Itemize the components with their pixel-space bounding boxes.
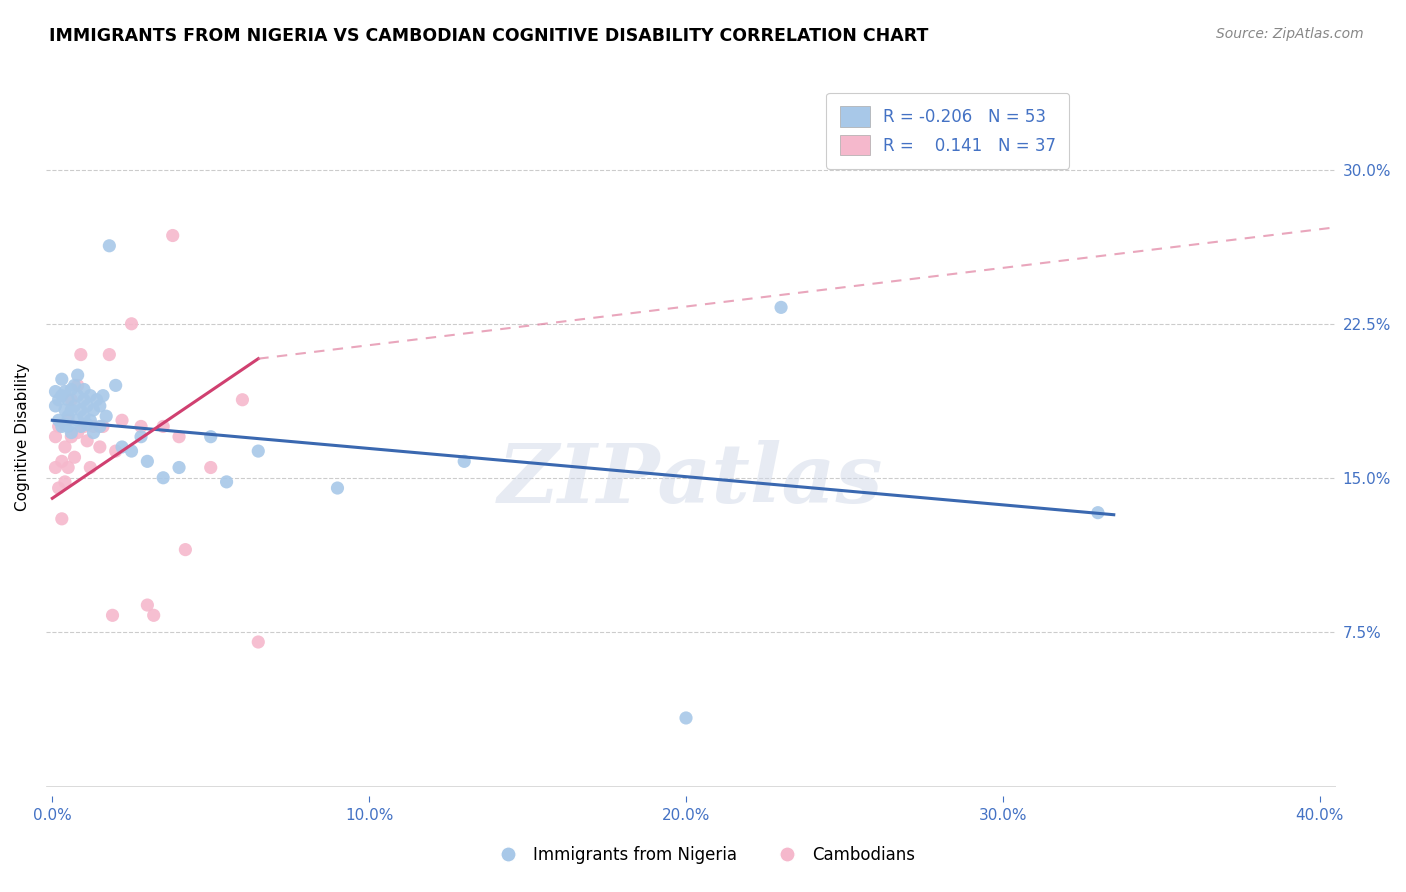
Point [60,383,83,397]
Point [86,392,108,407]
Point [167,430,190,444]
Point [453,454,475,468]
Point [63,399,86,413]
Point [48,413,70,427]
Point [98,239,121,253]
Point [136,598,159,612]
Point [129,430,152,444]
Point [51,512,73,526]
Point [111,440,134,454]
Point [200,430,222,444]
Point [111,413,134,427]
Point [83,403,105,417]
Text: Source: ZipAtlas.com: Source: ZipAtlas.com [1216,27,1364,41]
Point [1087,506,1109,520]
Point [675,711,697,725]
Point [44,384,66,399]
Point [44,399,66,413]
Point [121,317,143,331]
Point [66,389,89,403]
Point [76,417,98,432]
Point [69,348,91,362]
Point [162,228,184,243]
Point [51,454,73,468]
Point [215,475,238,489]
Point [69,419,91,434]
Point [48,392,70,407]
Point [121,444,143,458]
Point [200,460,222,475]
Point [63,378,86,392]
Point [56,413,79,427]
Text: ZIPatlas: ZIPatlas [498,440,883,520]
Point [247,635,270,649]
Point [76,434,98,448]
Point [53,475,76,489]
Point [66,413,89,427]
Legend: R = -0.206   N = 53, R =    0.141   N = 37: R = -0.206 N = 53, R = 0.141 N = 37 [827,93,1070,169]
Point [142,608,165,623]
Point [51,372,73,386]
Text: IMMIGRANTS FROM NIGERIA VS CAMBODIAN COGNITIVE DISABILITY CORRELATION CHART: IMMIGRANTS FROM NIGERIA VS CAMBODIAN COG… [49,27,928,45]
Point [104,378,127,392]
Point [63,450,86,465]
Point [167,460,190,475]
Point [56,419,79,434]
Point [56,392,79,407]
Point [96,409,118,424]
Point [60,430,83,444]
Point [770,301,793,315]
Point [79,389,101,403]
Point [69,403,91,417]
Point [44,460,66,475]
Point [83,425,105,440]
Point [56,460,79,475]
Point [66,425,89,440]
Point [73,392,96,407]
Legend: Immigrants from Nigeria, Cambodians: Immigrants from Nigeria, Cambodians [485,839,921,871]
Point [231,392,253,407]
Point [48,419,70,434]
Point [91,419,114,434]
Point [79,460,101,475]
Point [51,389,73,403]
Point [60,403,83,417]
Point [56,409,79,424]
Point [89,419,111,434]
Point [247,444,270,458]
Point [98,348,121,362]
Point [83,419,105,434]
Point [66,368,89,383]
Point [136,454,159,468]
Point [73,409,96,424]
Point [79,413,101,427]
Point [91,389,114,403]
Point [44,430,66,444]
Point [60,392,83,407]
Point [152,419,174,434]
Point [101,608,124,623]
Point [73,383,96,397]
Point [89,399,111,413]
Point [152,471,174,485]
Y-axis label: Cognitive Disability: Cognitive Disability [15,363,30,511]
Point [174,542,197,557]
Point [104,444,127,458]
Point [53,403,76,417]
Point [53,440,76,454]
Point [48,481,70,495]
Point [53,384,76,399]
Point [76,399,98,413]
Point [60,425,83,440]
Point [53,417,76,432]
Point [51,419,73,434]
Point [73,419,96,434]
Point [129,419,152,434]
Point [326,481,349,495]
Point [89,440,111,454]
Point [66,378,89,392]
